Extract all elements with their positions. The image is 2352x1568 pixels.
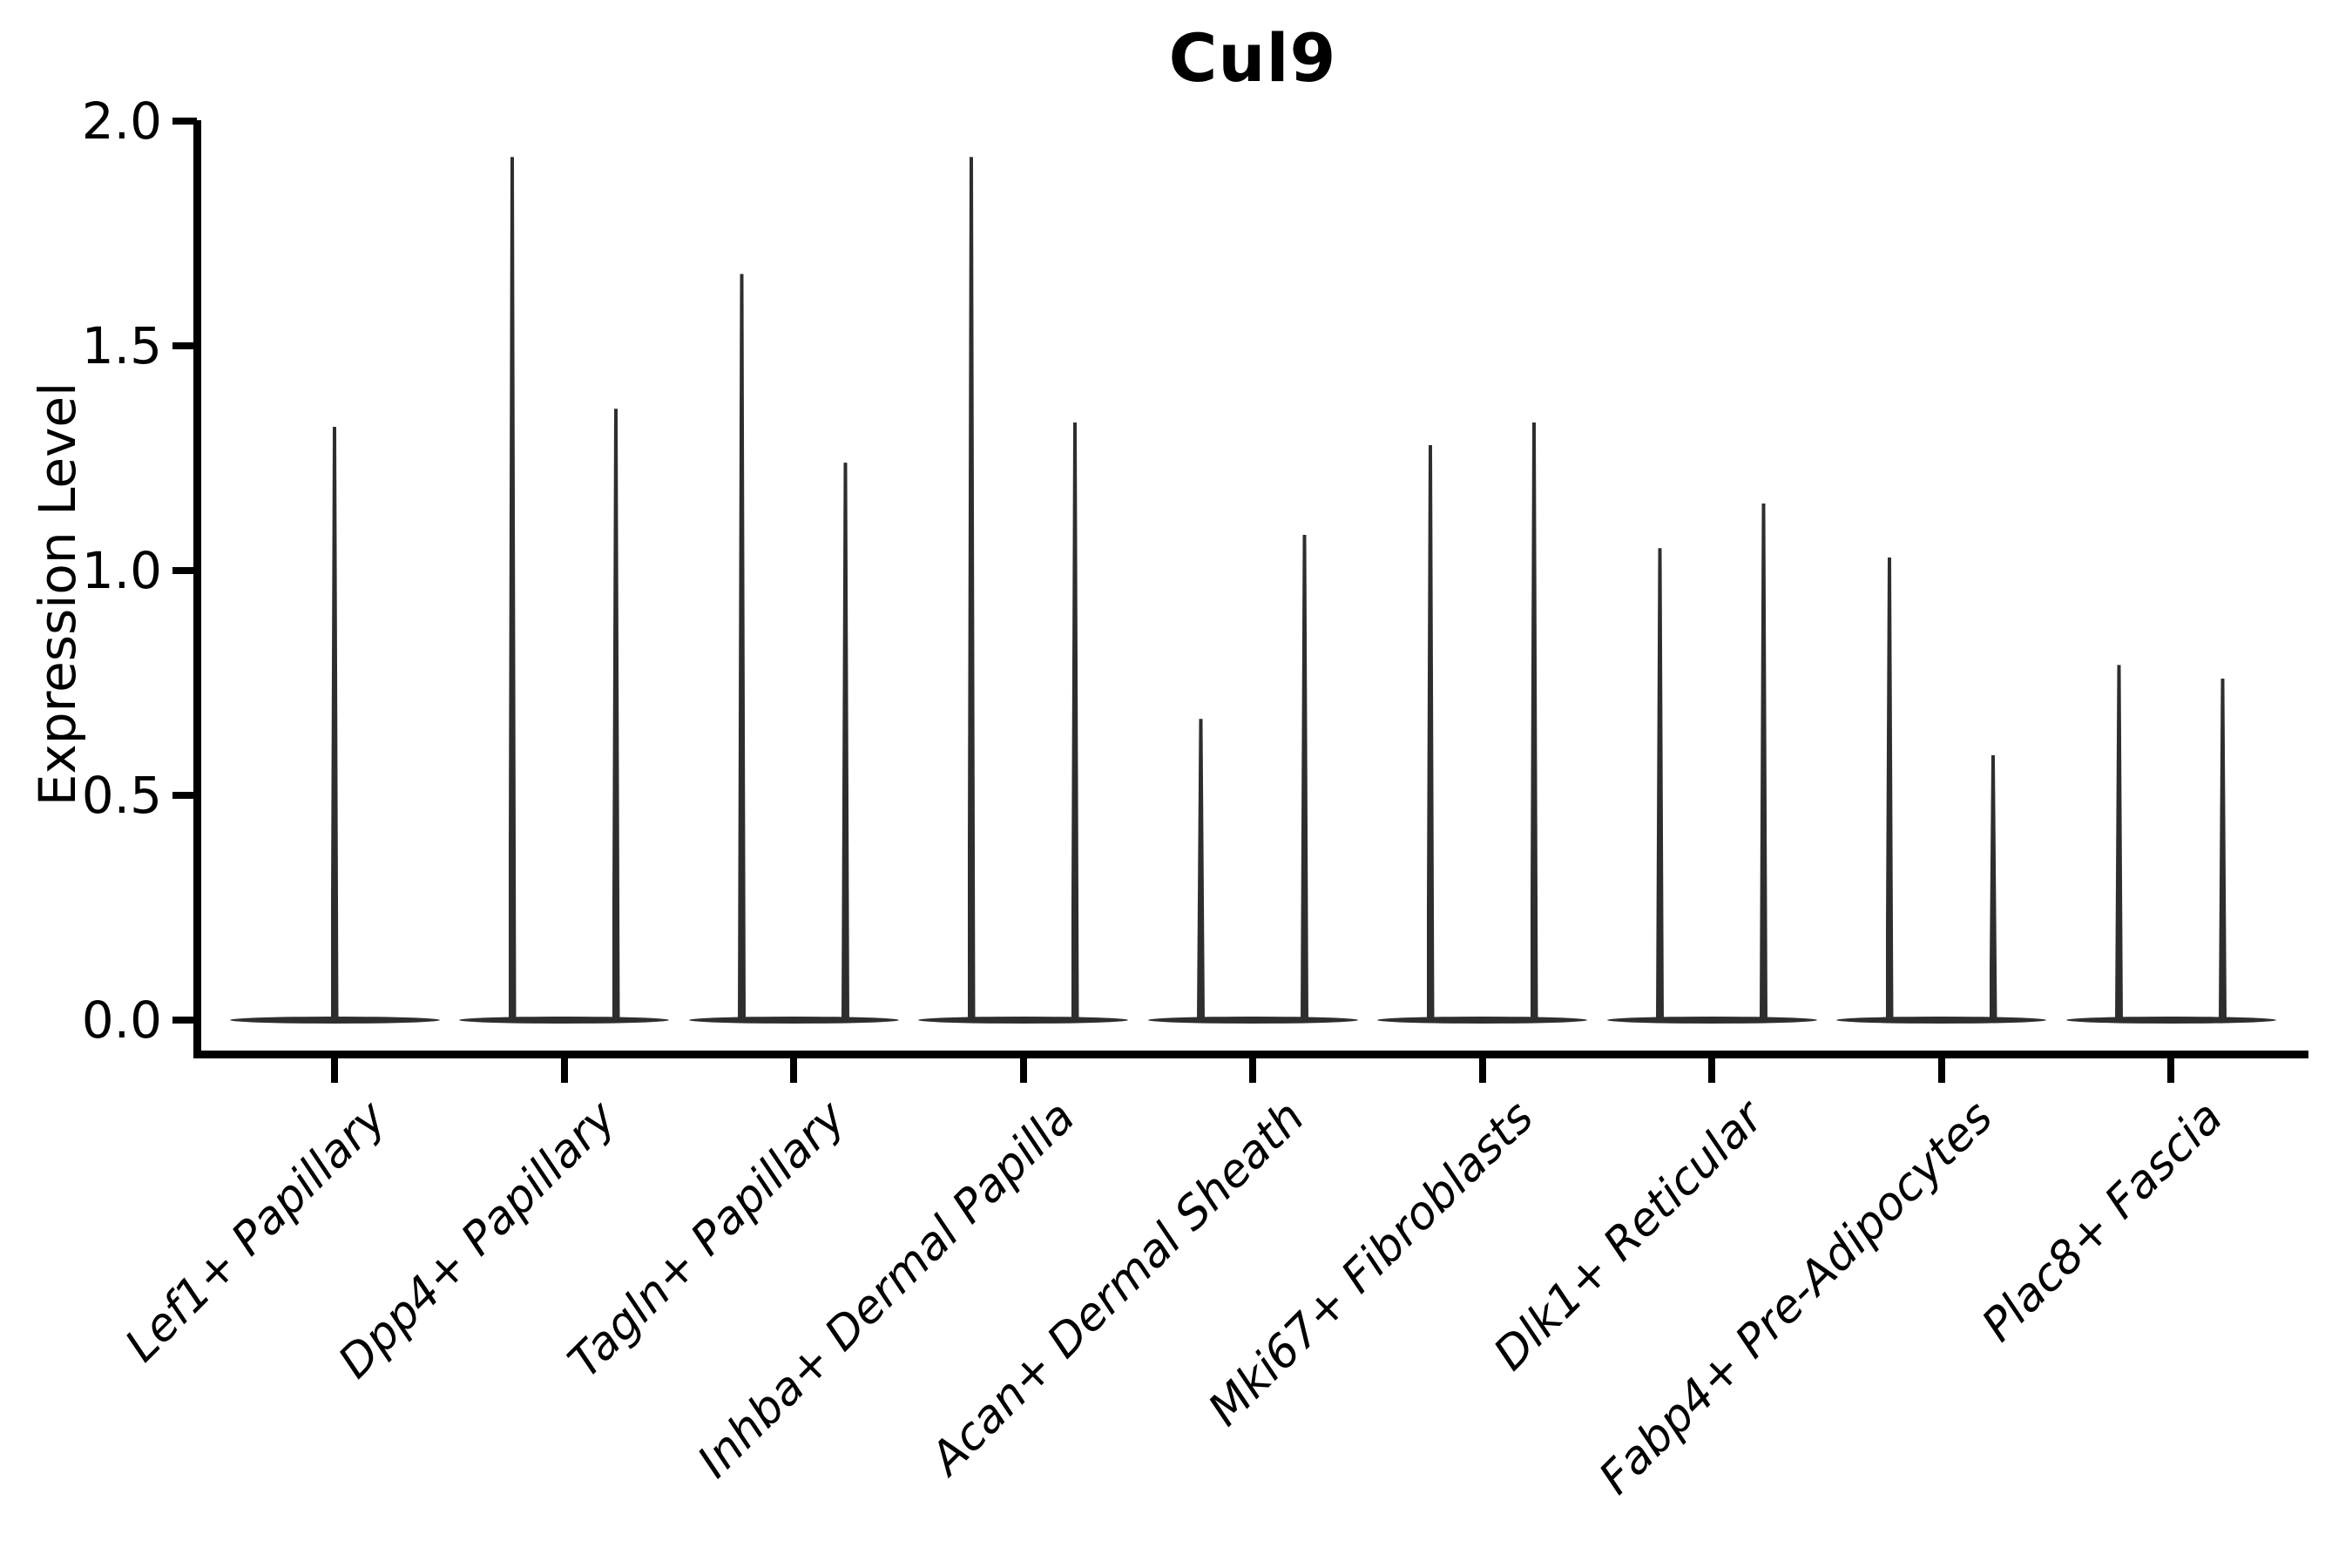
violin-base: [1147, 1017, 1358, 1024]
violin-spike: [1760, 503, 1767, 1021]
violin-spike: [967, 157, 976, 1021]
x-tick-mark: [2167, 1058, 2174, 1083]
violin-spike: [2219, 678, 2227, 1021]
x-tick-mark: [1708, 1058, 1715, 1083]
y-axis-spine: [193, 120, 201, 1058]
x-tick-label: Fabp4+ Pre-Adipocytes: [1589, 1091, 2004, 1505]
x-tick-label: Acan+ Dermal Sheath: [921, 1091, 1315, 1485]
y-tick-mark: [172, 1017, 197, 1024]
violin-base: [688, 1017, 899, 1024]
y-tick-label: 0.0: [81, 990, 162, 1050]
y-tick-label: 1.0: [81, 541, 162, 600]
violin-base: [1606, 1017, 1817, 1024]
violin-spike: [508, 157, 517, 1021]
y-tick-mark: [172, 118, 197, 125]
violin-spike: [1656, 548, 1664, 1021]
x-axis-spine: [193, 1051, 2308, 1058]
violin-base: [1836, 1017, 2046, 1024]
y-tick-label: 1.5: [81, 316, 162, 375]
x-tick-mark: [1937, 1058, 1945, 1083]
violin-spike: [330, 426, 339, 1021]
x-tick-mark: [560, 1058, 568, 1083]
violin-spike: [841, 463, 849, 1021]
violin-spike: [612, 409, 620, 1021]
violin-base: [2065, 1017, 2276, 1024]
chart-title: Cul9: [1168, 19, 1337, 97]
violin-spike: [1989, 754, 1997, 1021]
y-tick-mark: [172, 792, 197, 799]
violin-base: [1377, 1017, 1587, 1024]
violin-spike: [1071, 422, 1079, 1021]
violin-base: [459, 1017, 669, 1024]
violin-spike: [1885, 557, 1894, 1021]
x-tick-mark: [331, 1058, 338, 1083]
x-tick-label: Inhba+ Dermal Papilla: [687, 1091, 1085, 1489]
x-tick-label: Plac8+ Fascia: [1971, 1091, 2234, 1352]
violin-spike: [1530, 422, 1538, 1021]
y-tick-label: 0.5: [81, 766, 162, 825]
violin-spike: [1197, 719, 1205, 1021]
violin-spike: [2115, 665, 2123, 1021]
violin-spike: [1426, 444, 1435, 1021]
violin-base: [918, 1017, 1128, 1024]
y-tick-mark: [172, 567, 197, 574]
y-tick-label: 2.0: [81, 91, 162, 151]
x-tick-mark: [1019, 1058, 1027, 1083]
violin-spike: [1301, 534, 1308, 1021]
y-tick-mark: [172, 342, 197, 349]
x-tick-mark: [1249, 1058, 1256, 1083]
violin-spike: [738, 274, 746, 1021]
x-tick-mark: [790, 1058, 797, 1083]
x-tick-mark: [1478, 1058, 1486, 1083]
